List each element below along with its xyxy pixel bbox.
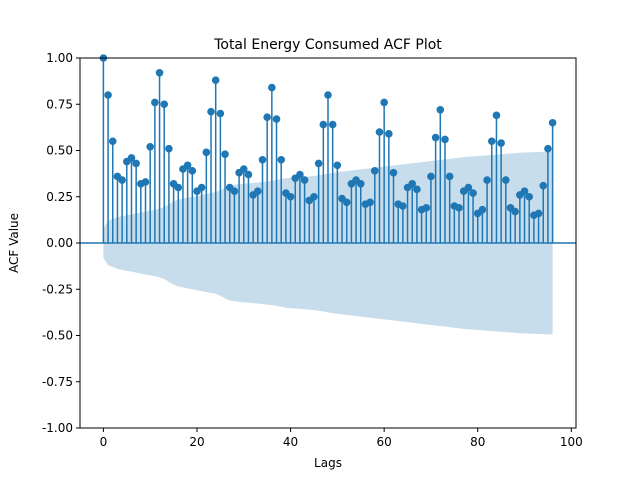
acf-marker [375, 128, 384, 136]
acf-marker [328, 120, 337, 129]
acf-marker [230, 187, 239, 195]
acf-marker [146, 143, 154, 151]
acf-marker [160, 100, 169, 109]
acf-marker [497, 139, 505, 147]
acf-marker [254, 187, 262, 195]
acf-marker [539, 181, 548, 190]
acf-marker [221, 150, 229, 158]
acf-marker [431, 133, 440, 142]
acf-marker [511, 207, 519, 216]
acf-marker [108, 137, 117, 146]
chart-title: Total Energy Consumed ACF Plot [213, 37, 442, 53]
acf-marker [296, 170, 304, 179]
acf-marker [118, 176, 126, 184]
y-tick-label: 0.25 [46, 190, 73, 204]
acf-marker [534, 209, 543, 218]
acf-marker [385, 130, 393, 138]
x-axis-label: Lags [314, 456, 342, 470]
acf-marker [366, 198, 374, 207]
acf-marker [319, 120, 328, 129]
acf-marker [277, 155, 286, 164]
acf-marker [244, 170, 253, 179]
markers-layer [99, 54, 557, 220]
acf-marker [502, 176, 510, 184]
acf-marker [422, 204, 431, 212]
acf-marker [464, 183, 473, 192]
acf-marker [413, 185, 421, 194]
acf-marker [487, 137, 496, 146]
acf-marker [207, 107, 215, 116]
acf-marker [272, 115, 281, 123]
acf-marker [165, 144, 173, 153]
acf-marker [197, 183, 206, 192]
acf-marker [333, 161, 342, 170]
stems-layer [102, 58, 554, 243]
y-tick-label: -0.25 [42, 282, 73, 296]
x-tick-label: 60 [377, 435, 392, 449]
x-tick-label: 80 [470, 435, 485, 449]
acf-marker [525, 192, 534, 201]
acf-marker [132, 159, 140, 168]
acf-marker [380, 98, 388, 107]
acf-marker [216, 109, 225, 118]
y-tick-label: 0.50 [46, 144, 73, 158]
x-tick-label: 0 [100, 435, 108, 449]
acf-marker [263, 113, 271, 121]
acf-marker [104, 91, 112, 99]
acf-marker [300, 176, 309, 184]
y-tick-label: -1.00 [42, 421, 73, 435]
acf-marker [342, 198, 351, 207]
acf-marker [427, 172, 435, 181]
x-tick-label: 40 [283, 435, 298, 449]
x-tick-label: 20 [189, 435, 204, 449]
acf-marker [492, 111, 501, 120]
acf-marker [127, 154, 136, 162]
y-tick-label: 1.00 [46, 51, 73, 65]
acf-marker [174, 183, 183, 192]
acf-marker [268, 83, 276, 92]
acf-marker [310, 192, 318, 201]
acf-marker [183, 161, 192, 170]
acf-marker [356, 180, 365, 188]
x-tick-label: 100 [560, 435, 583, 449]
y-tick-label: 0.75 [46, 97, 73, 111]
y-tick-label: 0.00 [46, 236, 73, 250]
acf-marker [544, 144, 552, 153]
acf-marker [286, 192, 295, 201]
acf-marker [314, 159, 323, 168]
acf-marker [258, 155, 267, 164]
acf-marker [483, 176, 491, 184]
acf-marker [141, 178, 150, 186]
acf-marker [389, 168, 398, 177]
x-axis: 0 20 40 60 80 100 [100, 428, 583, 449]
acf-marker [239, 165, 248, 173]
acf-marker [155, 69, 164, 77]
y-tick-label: -0.75 [42, 375, 73, 389]
acf-marker [441, 135, 449, 144]
y-tick-label: -0.50 [42, 329, 73, 343]
acf-marker [548, 118, 557, 127]
acf-marker [469, 189, 477, 197]
acf-marker [408, 180, 417, 188]
acf-marker [445, 172, 454, 181]
acf-marker [520, 187, 529, 195]
acf-marker [211, 76, 220, 84]
acf-marker [324, 91, 332, 99]
y-axis: -1.00 -0.75 -0.50 -0.25 0.00 0.25 0.50 0.75 1.00 [42, 51, 80, 435]
acf-marker [455, 204, 463, 212]
acf-marker [478, 205, 487, 214]
acf-marker [399, 202, 407, 210]
acf-marker [436, 106, 445, 114]
acf-marker [202, 148, 211, 157]
acf-marker [370, 167, 379, 175]
y-axis-label: ACF Value [7, 213, 21, 273]
acf-marker [151, 98, 159, 107]
acf-marker [188, 167, 197, 175]
